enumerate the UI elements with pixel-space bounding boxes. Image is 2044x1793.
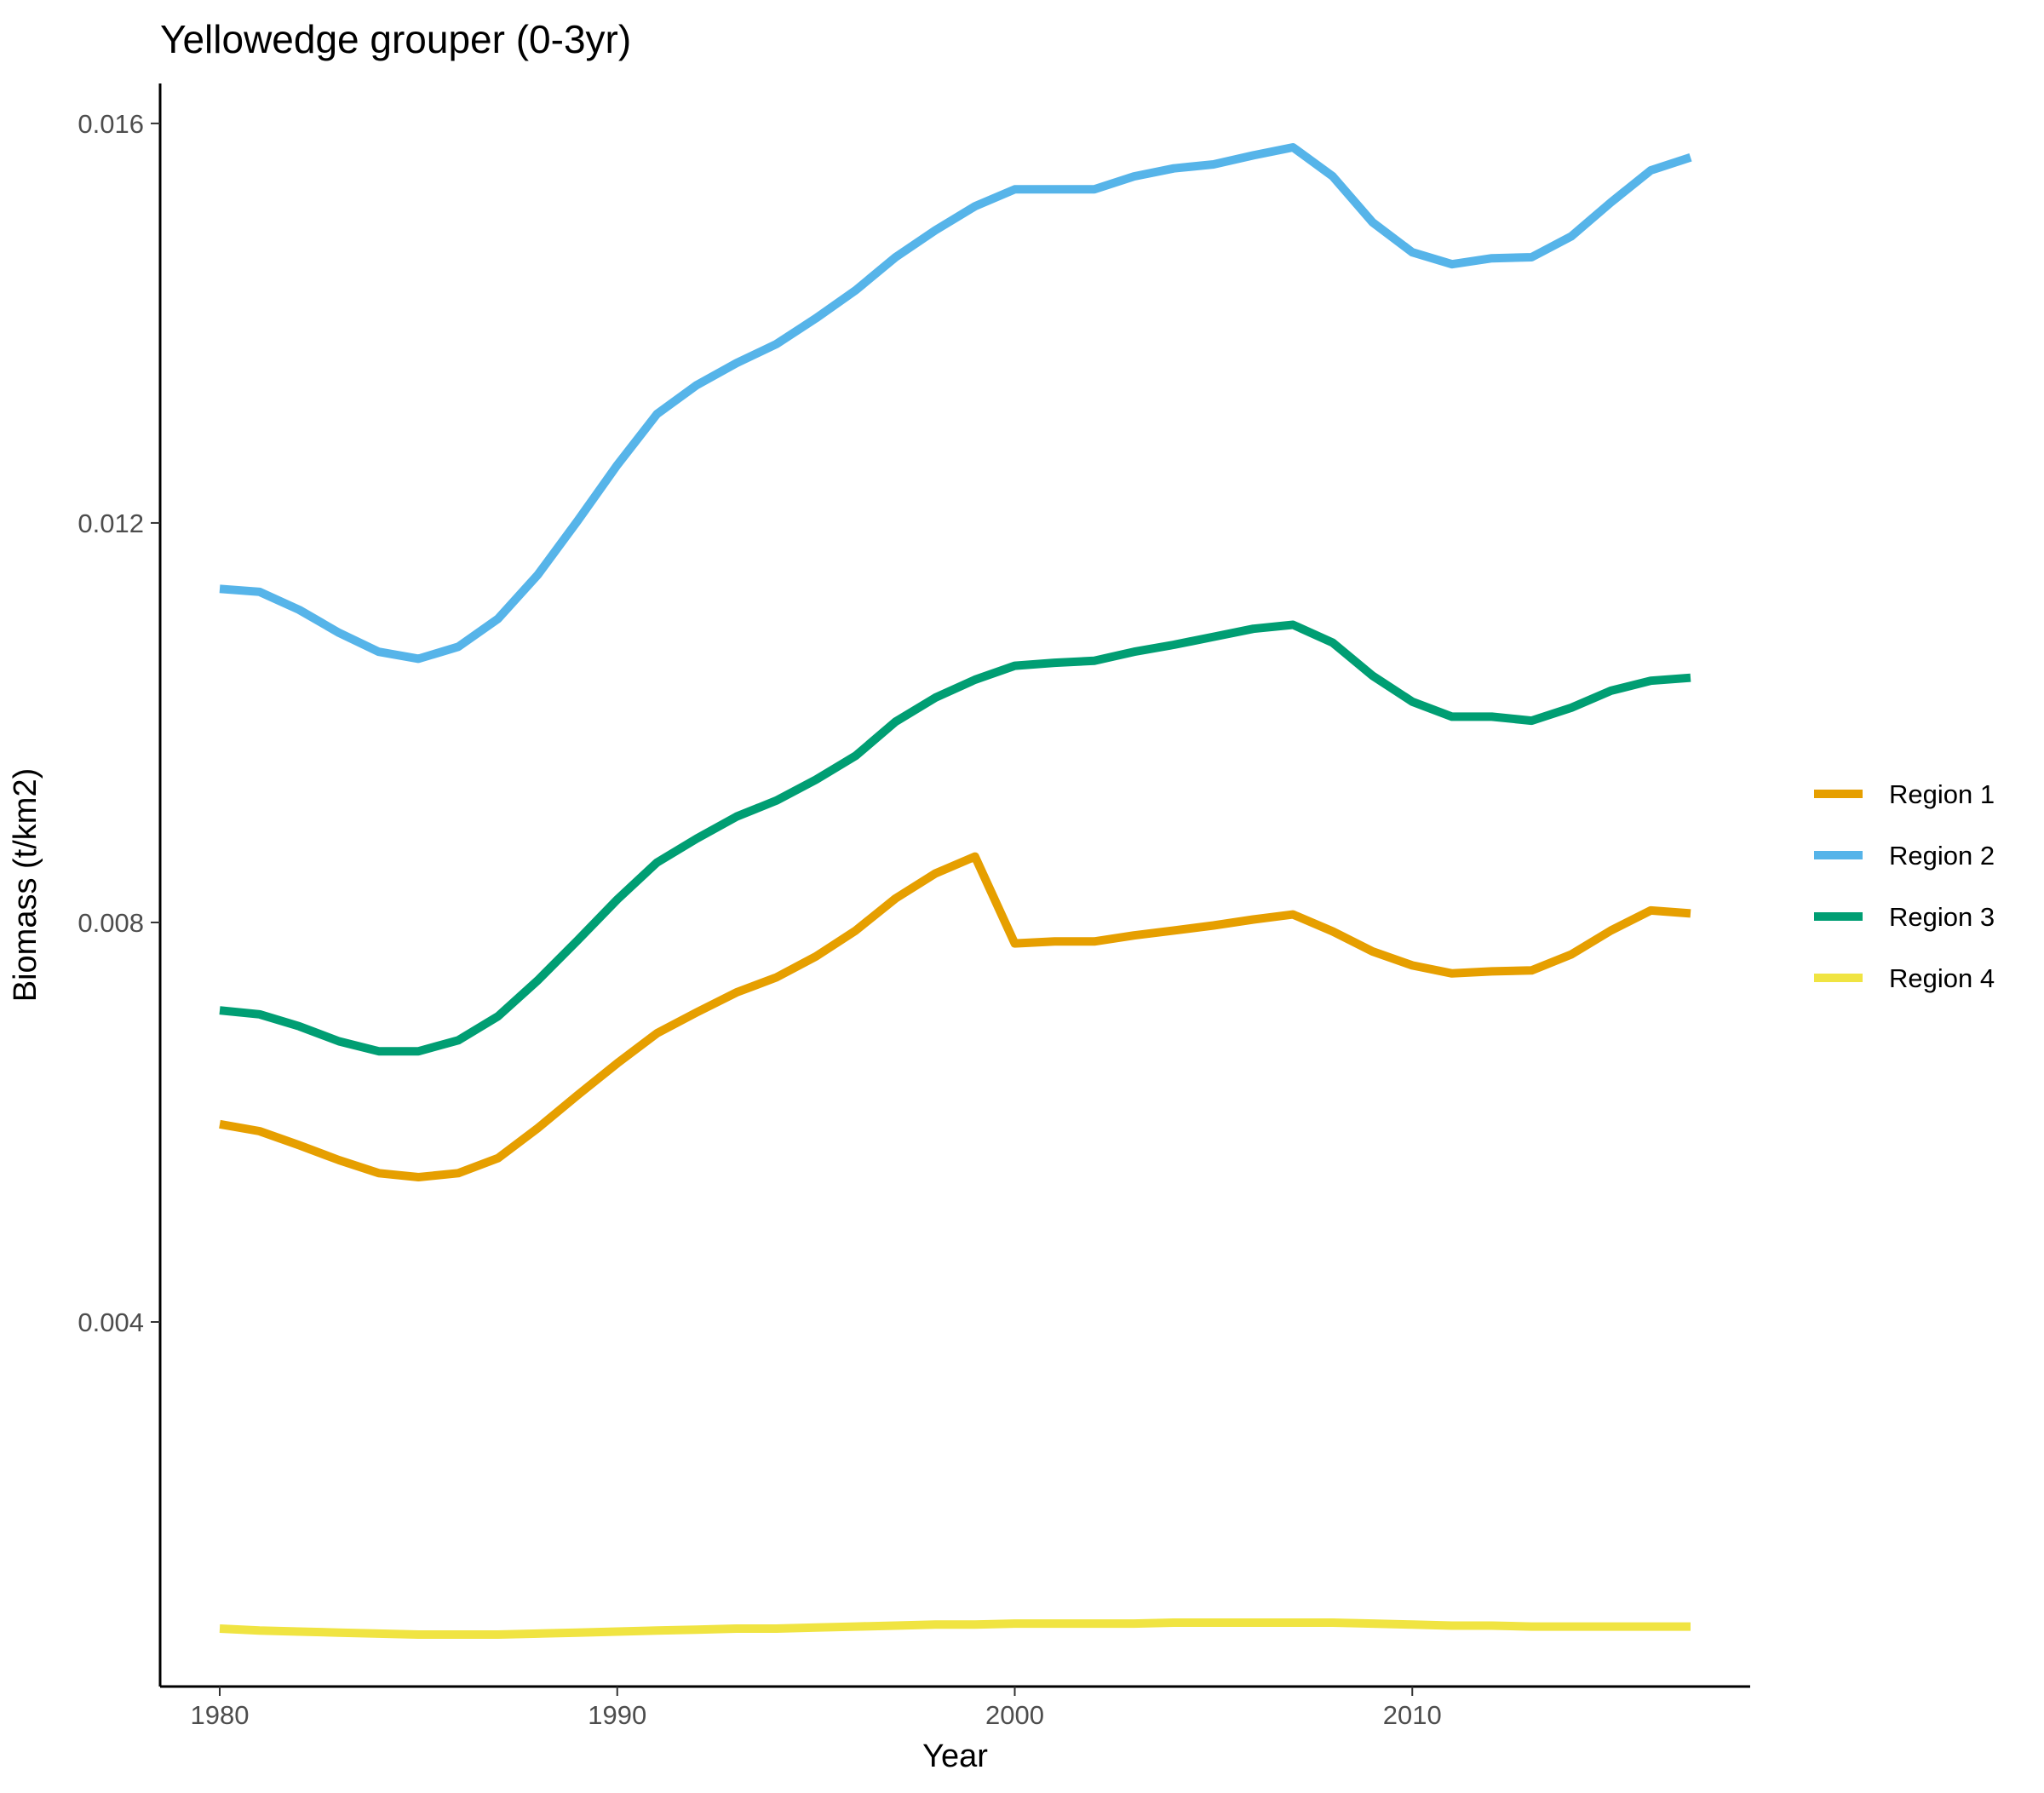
x-tick-label: 1990	[588, 1700, 646, 1730]
x-axis-title: Year	[922, 1738, 988, 1774]
series-line-region-4	[219, 1618, 1691, 1639]
series-line-region-3	[219, 620, 1691, 1056]
series-line-region-1	[219, 852, 1691, 1181]
x-tick-label: 1980	[191, 1700, 250, 1730]
legend-label-region-3: Region 3	[1889, 902, 1995, 932]
x-axis-ticks: 1980 1990 2000 2010	[191, 1687, 1442, 1730]
chart-title: Yellowedge grouper (0-3yr)	[160, 17, 631, 61]
y-tick-label: 0.012	[78, 509, 144, 538]
y-tick-label: 0.004	[78, 1307, 144, 1337]
legend-label-region-4: Region 4	[1889, 963, 1995, 993]
y-axis-ticks: 0.004 0.008 0.012 0.016	[78, 109, 160, 1337]
plot-lines	[219, 143, 1692, 1639]
legend-label-region-2: Region 2	[1889, 841, 1995, 871]
y-axis-title: Biomass (t/km2)	[8, 768, 43, 1002]
legend: Region 1 Region 2 Region 3 Region 4	[1814, 779, 1995, 993]
x-tick-label: 2000	[985, 1700, 1044, 1730]
y-tick-label: 0.008	[78, 908, 144, 938]
x-tick-label: 2010	[1383, 1700, 1442, 1730]
series-line-region-2	[219, 143, 1692, 664]
legend-label-region-1: Region 1	[1889, 779, 1995, 809]
y-tick-label: 0.016	[78, 109, 144, 139]
